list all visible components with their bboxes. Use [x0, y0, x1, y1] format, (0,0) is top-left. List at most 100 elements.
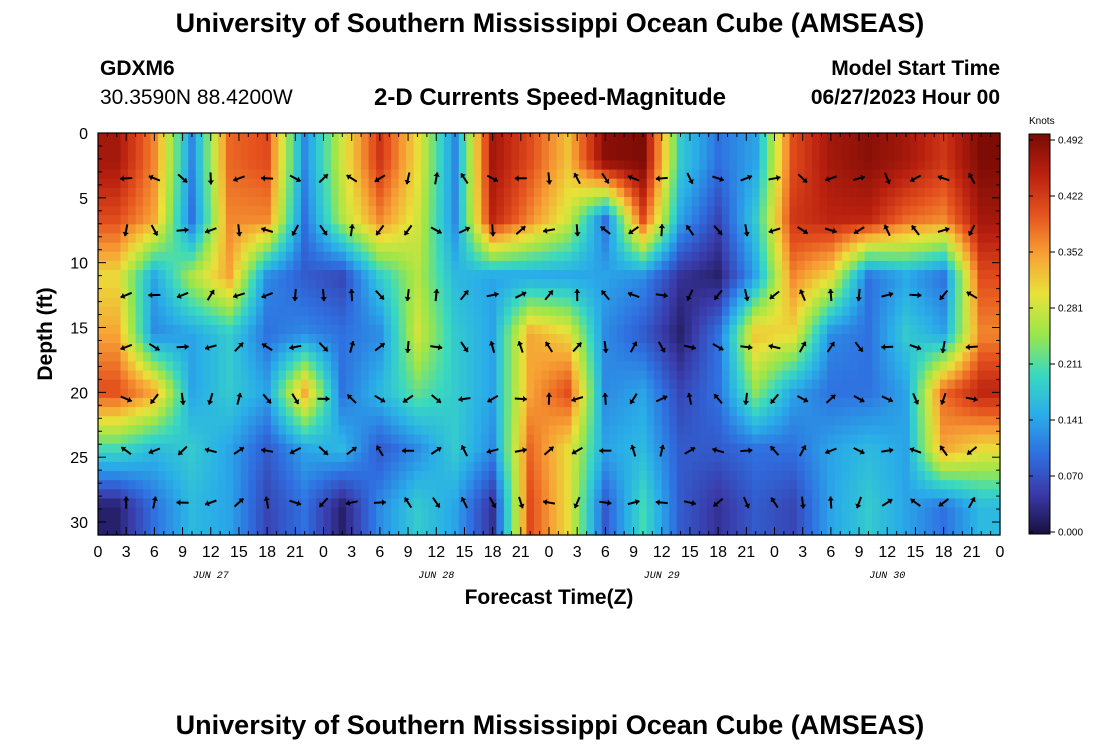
- heatmap-cell: [406, 142, 415, 152]
- heatmap-cell: [376, 151, 385, 162]
- heatmap-cell: [488, 388, 497, 399]
- heatmap-cell: [849, 178, 858, 189]
- heatmap-cell: [421, 407, 430, 417]
- heatmap-cell: [932, 452, 941, 463]
- heatmap-cell: [293, 343, 302, 353]
- heatmap-cell: [240, 480, 249, 490]
- heatmap-cell: [398, 434, 407, 445]
- heatmap-cell: [586, 196, 595, 207]
- heatmap-cell: [721, 215, 730, 225]
- heatmap-cell: [564, 306, 573, 317]
- heatmap-cell: [135, 187, 144, 198]
- heatmap-cell: [353, 471, 362, 481]
- heatmap-cell: [609, 224, 618, 235]
- heatmap-cell: [706, 142, 715, 152]
- heatmap-cell: [804, 407, 813, 417]
- heatmap-cell: [285, 160, 295, 171]
- heatmap-cell: [782, 169, 791, 180]
- heatmap-cell: [323, 361, 332, 372]
- heatmap-cell: [541, 288, 550, 299]
- heatmap-cell: [804, 379, 813, 390]
- heatmap-cell: [248, 434, 257, 445]
- heatmap-cell: [331, 397, 340, 408]
- heatmap-cell: [736, 224, 746, 235]
- heatmap-cell: [684, 352, 693, 363]
- heatmap-cell: [240, 215, 249, 225]
- heatmap-cell: [391, 160, 400, 171]
- heatmap-cell: [398, 224, 407, 235]
- heatmap-cell: [917, 370, 926, 381]
- heatmap-cell: [391, 206, 400, 216]
- heatmap-cell: [218, 443, 227, 454]
- heatmap-cell: [879, 498, 888, 509]
- heatmap-cell: [827, 425, 836, 436]
- heatmap-cell: [428, 215, 437, 225]
- heatmap-cell: [601, 196, 610, 207]
- heatmap-cell: [774, 461, 783, 472]
- heatmap-cell: [721, 434, 730, 445]
- heatmap-cell: [511, 133, 520, 143]
- heatmap-cell: [210, 370, 219, 381]
- heatmap-cell: [225, 260, 234, 271]
- heatmap-cell: [315, 388, 325, 399]
- heatmap-cell: [240, 206, 249, 216]
- heatmap-cell: [962, 297, 971, 308]
- heatmap-cell: [466, 498, 475, 509]
- heatmap-cell: [579, 178, 588, 189]
- heatmap-cell: [962, 315, 971, 326]
- heatmap-cell: [556, 224, 565, 235]
- heatmap-cell: [346, 306, 355, 317]
- heatmap-cell: [631, 461, 640, 472]
- heatmap-cell: [98, 324, 107, 335]
- heatmap-cell: [135, 160, 144, 171]
- heatmap-cell: [203, 407, 212, 417]
- heatmap-cell: [842, 461, 851, 472]
- heatmap-cell: [977, 452, 986, 463]
- heatmap-cell: [827, 416, 836, 426]
- heatmap-cell: [691, 206, 700, 216]
- heatmap-cell: [751, 233, 761, 244]
- heatmap-cell: [270, 443, 279, 454]
- heatmap-cell: [481, 416, 490, 426]
- heatmap-cell: [676, 471, 685, 481]
- heatmap-cell: [315, 425, 325, 436]
- heatmap-cell: [992, 471, 1001, 481]
- heatmap-cell: [549, 187, 558, 198]
- heatmap-cell: [766, 352, 776, 363]
- heatmap-cell: [451, 306, 460, 317]
- heatmap-cell: [496, 489, 505, 500]
- heatmap-cell: [661, 324, 670, 335]
- heatmap-cell: [872, 315, 881, 326]
- heatmap-cell: [428, 443, 437, 454]
- heatmap-cell: [240, 251, 249, 262]
- heatmap-cell: [639, 187, 648, 198]
- heatmap-cell: [526, 388, 535, 399]
- heatmap-cell: [782, 196, 791, 207]
- heatmap-cell: [150, 306, 159, 317]
- heatmap-cell: [270, 297, 279, 308]
- heatmap-cell: [684, 178, 693, 189]
- heatmap-cell: [353, 507, 362, 518]
- heatmap-cell: [195, 260, 204, 271]
- heatmap-cell: [917, 498, 926, 509]
- heatmap-cell: [594, 407, 603, 417]
- heatmap-cell: [782, 379, 791, 390]
- heatmap-cell: [300, 461, 310, 472]
- heatmap-cell: [827, 370, 836, 381]
- heatmap-cell: [398, 178, 407, 189]
- heatmap-cell: [729, 260, 738, 271]
- heatmap-cell: [225, 471, 234, 481]
- heatmap-cell: [571, 361, 580, 372]
- heatmap-cell: [789, 288, 798, 299]
- heatmap-cell: [789, 279, 798, 289]
- heatmap-cell: [842, 471, 851, 481]
- heatmap-cell: [300, 397, 310, 408]
- heatmap-cell: [736, 260, 746, 271]
- heatmap-cell: [315, 233, 325, 244]
- heatmap-cell: [594, 388, 603, 399]
- heatmap-cell: [331, 279, 340, 289]
- heatmap-cell: [594, 434, 603, 445]
- heatmap-cell: [451, 242, 460, 253]
- heatmap-cell: [962, 196, 971, 207]
- heatmap-cell: [766, 160, 776, 171]
